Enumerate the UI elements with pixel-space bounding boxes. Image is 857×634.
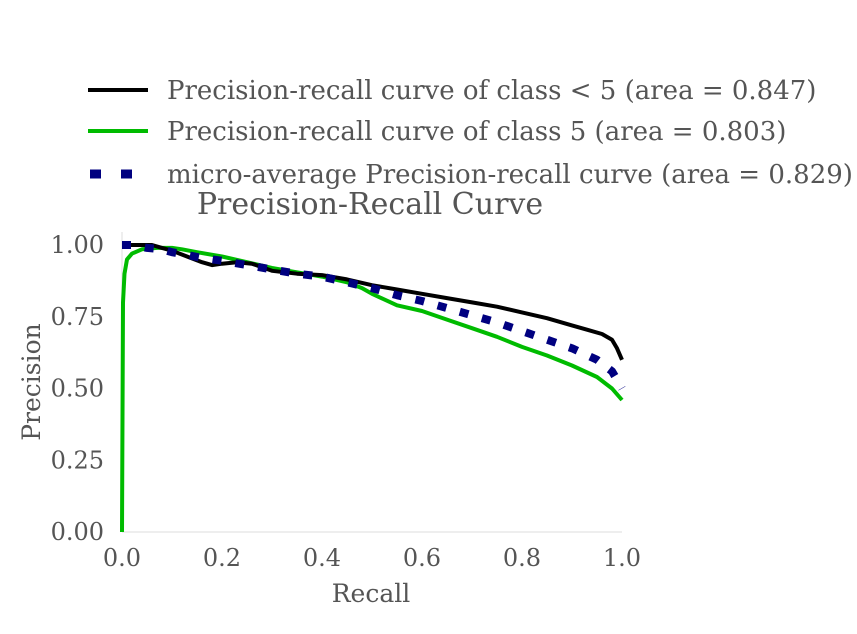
y-tick-label: 0.25 <box>51 446 104 474</box>
legend-entry-class-5: Precision-recall curve of class 5 (area … <box>88 117 786 147</box>
y-tick-label: 0.50 <box>51 375 104 403</box>
legend-label-class-lt5: Precision-recall curve of class < 5 (are… <box>167 76 816 106</box>
x-tick-label: 0.0 <box>103 544 141 572</box>
legend-entry-micro-average: micro-average Precision-recall curve (ar… <box>90 160 853 190</box>
axes <box>121 232 622 533</box>
series-group <box>120 241 626 533</box>
chart-title: Precision-Recall Curve <box>197 187 543 222</box>
y-tick-label: 0.75 <box>51 303 104 331</box>
legend-label-micro-average: micro-average Precision-recall curve (ar… <box>167 160 853 190</box>
legend-entry-class-lt5: Precision-recall curve of class < 5 (are… <box>88 76 816 106</box>
y-axis-label: Precision <box>17 323 46 441</box>
y-tick-label: 1.00 <box>51 231 104 259</box>
ticks: 0.0 0.2 0.4 0.6 0.8 1.0 0.00 0.25 0.50 0.75 1.00 <box>51 231 642 572</box>
series-line-2 <box>122 241 626 391</box>
legend-label-class-5: Precision-recall curve of class 5 (area … <box>167 117 786 147</box>
x-tick-label: 0.4 <box>303 544 341 572</box>
x-tick-label: 0.6 <box>403 544 441 572</box>
x-tick-label: 0.8 <box>503 544 541 572</box>
x-tick-label: 0.2 <box>203 544 241 572</box>
x-axis-label: Recall <box>332 579 411 608</box>
x-tick-label: 1.0 <box>603 544 641 572</box>
legend: Precision-recall curve of class < 5 (are… <box>88 76 853 190</box>
y-tick-label: 0.00 <box>51 518 104 546</box>
